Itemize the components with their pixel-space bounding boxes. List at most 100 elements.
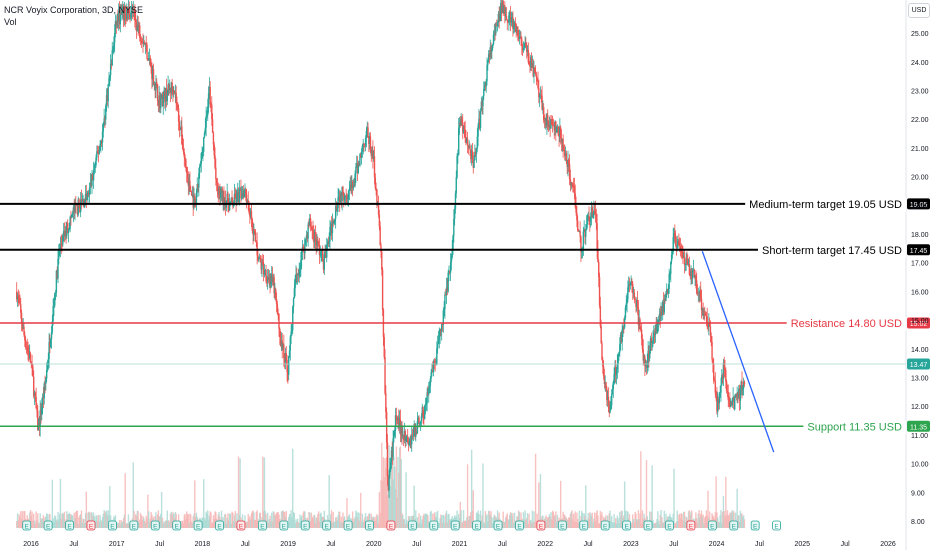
candle-body	[613, 374, 615, 382]
candle-body	[101, 140, 103, 143]
candle-body	[130, 7, 133, 13]
candle-body	[669, 273, 671, 275]
earnings-marker-letter: E	[774, 523, 779, 530]
volume-bar	[645, 460, 648, 528]
volume-bar	[254, 519, 257, 528]
volume-bar	[615, 523, 618, 528]
volume-bar	[96, 521, 99, 528]
candle-body	[518, 37, 521, 39]
earnings-marker	[300, 520, 310, 531]
volume-bar	[577, 522, 580, 528]
candle-body	[507, 21, 509, 23]
volume-bar	[626, 511, 628, 528]
candle-body	[453, 209, 456, 219]
volume-bar	[270, 521, 272, 528]
candle-body	[45, 370, 48, 379]
candle-body	[150, 65, 152, 67]
volume-bar	[585, 485, 587, 528]
candle-body	[157, 100, 160, 106]
candle-body	[398, 417, 400, 428]
candle-body	[671, 251, 674, 255]
volume-bar	[523, 519, 525, 528]
candle-body	[71, 214, 73, 218]
candle-body	[28, 351, 30, 359]
candle-body	[621, 329, 623, 342]
candle-body	[176, 103, 178, 105]
candle-body	[126, 7, 129, 14]
earnings-marker	[750, 520, 760, 531]
volume-bar	[718, 522, 721, 528]
candle-body	[492, 34, 495, 45]
candle-body	[523, 47, 525, 49]
volume-bar	[364, 513, 367, 528]
candle-body	[243, 190, 245, 198]
candle-body	[444, 294, 446, 310]
volume-bar	[463, 521, 466, 528]
volume-bar	[569, 513, 572, 528]
candle-body	[79, 199, 82, 213]
volume-bar	[78, 517, 80, 528]
volume-bar	[701, 516, 704, 528]
volume-bar	[139, 512, 142, 528]
candle-body	[630, 281, 632, 283]
volume-bar	[680, 513, 683, 528]
volume-bar	[146, 518, 148, 528]
candle-body	[694, 275, 696, 278]
candle-body	[347, 190, 350, 199]
earnings-marker	[86, 520, 96, 531]
candle-body	[477, 125, 479, 137]
volume-bar	[354, 516, 356, 528]
candle-body	[639, 319, 641, 329]
candle-body	[181, 126, 183, 145]
candle-body	[429, 378, 432, 387]
volume-bar	[19, 516, 21, 528]
volume-bar	[252, 510, 254, 528]
candle-body	[640, 328, 642, 330]
volume-bar	[594, 520, 597, 528]
candle-body	[28, 353, 31, 359]
earnings-marker-letter: E	[217, 523, 222, 530]
currency-button[interactable]: USD	[908, 3, 930, 18]
candle-body	[479, 111, 482, 128]
volume-bar	[117, 523, 119, 528]
earnings-marker	[322, 520, 332, 531]
candle-body	[200, 153, 202, 165]
candle-body	[121, 11, 123, 15]
candle-body	[432, 370, 434, 373]
candle-body	[651, 341, 653, 344]
volume-bar	[53, 521, 55, 528]
candle-body	[410, 439, 412, 445]
volume-bar	[385, 457, 388, 528]
candle-body	[476, 136, 479, 149]
volume-bar	[276, 512, 279, 528]
candle-body	[94, 165, 96, 168]
candle-body	[494, 32, 496, 34]
volume-bar	[672, 513, 674, 528]
candle-body	[123, 6, 126, 20]
candle-body	[453, 218, 455, 236]
volume-bar	[76, 510, 79, 528]
candle-body	[349, 184, 351, 190]
candle-body	[251, 219, 253, 231]
volume-bar	[207, 510, 209, 528]
candle-body	[430, 372, 432, 379]
candle-body	[615, 366, 617, 376]
candle-body	[160, 98, 162, 109]
volume-bar	[687, 511, 690, 528]
candle-body	[304, 239, 306, 254]
candle-body	[227, 193, 229, 205]
candle-body	[661, 311, 663, 315]
candle-body	[16, 295, 19, 300]
candle-body	[395, 415, 398, 420]
candle-body	[463, 126, 466, 130]
volume-bar	[461, 523, 463, 528]
candle-body	[281, 340, 283, 350]
candle-body	[283, 357, 286, 363]
last-price-tag	[907, 358, 930, 370]
candle-body	[685, 258, 687, 265]
earnings-marker-letter: E	[753, 523, 758, 530]
volume-bar	[340, 516, 343, 528]
candle-body	[317, 241, 320, 245]
volume-bar	[572, 513, 575, 528]
